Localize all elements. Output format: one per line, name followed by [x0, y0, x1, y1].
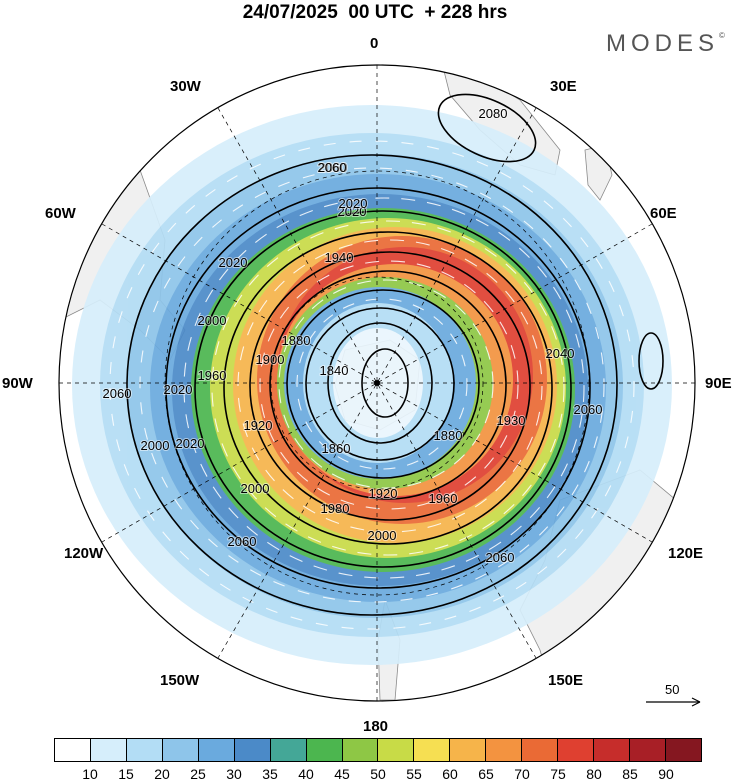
contour-label: 1920: [244, 418, 273, 433]
colorbar-swatch: [55, 739, 91, 761]
colorbar-swatch: [198, 739, 235, 761]
lon-label-60e: 60E: [650, 205, 677, 222]
contour-label: 1920: [369, 486, 398, 501]
colorbar-labels: 10 15 20 25 30 35 40 45 50 55 60 65 70 75 80 85 90: [0, 766, 750, 782]
contour-label: 2020: [339, 196, 368, 211]
lon-label-150w: 150W: [160, 672, 200, 689]
lon-label-60w: 60W: [45, 205, 76, 222]
colorbar-swatch: [162, 739, 199, 761]
contour-label: 2000: [198, 313, 227, 328]
contour-label: 1930: [497, 413, 526, 428]
colorbar-swatch: [558, 739, 595, 761]
colorbar-tick-label: 80: [586, 766, 602, 782]
colorbar-swatch: [342, 739, 379, 761]
colorbar-tick-label: 90: [658, 766, 674, 782]
reference-vector-arrow: [646, 697, 701, 707]
colorbar-swatch: [270, 739, 307, 761]
colorbar-swatch: [234, 739, 271, 761]
colorbar-tick-label: 65: [478, 766, 494, 782]
lon-label-30w: 30W: [170, 78, 201, 95]
colorbar-swatch: [90, 739, 127, 761]
contour-label: 2000: [368, 528, 397, 543]
colorbar-tick-label: 55: [406, 766, 422, 782]
contour-label: 2000: [141, 438, 170, 453]
colorbar-swatch: [522, 739, 559, 761]
contour-label: 1900: [256, 352, 285, 367]
colorbar-swatch: [594, 739, 630, 761]
contour-label: 2020: [219, 255, 248, 270]
colorbar-swatch: [665, 739, 701, 761]
brand-logo: MODES©: [606, 30, 725, 58]
colorbar-tick-label: 15: [118, 766, 134, 782]
contour-label: 2060: [486, 550, 515, 565]
wind-arrows: [109, 140, 635, 630]
pole-marker: [374, 380, 380, 386]
colorbar-swatch: [126, 739, 163, 761]
colorbar-swatch: [378, 739, 415, 761]
contour-label: 2060: [228, 534, 257, 549]
colorbar-swatch: [450, 739, 487, 761]
contour-label: 1980: [321, 501, 350, 516]
lon-label-180: 180: [363, 718, 389, 735]
height-contours: [126, 93, 664, 616]
contour-label: 2000: [241, 481, 270, 496]
colorbar-swatch: [414, 739, 451, 761]
contour-label: 2020: [164, 382, 193, 397]
contour-label: 2060: [103, 386, 132, 401]
contour-label: 1840: [320, 363, 349, 378]
contour-label: 2040: [546, 346, 575, 361]
colorbar-tick-label: 30: [226, 766, 242, 782]
contour-label: 1880: [282, 333, 311, 348]
contour-label: 1940: [325, 250, 354, 265]
contour-label: 2080: [479, 106, 508, 121]
lon-label-30e: 30E: [550, 78, 577, 95]
copyright-mark: ©: [719, 31, 725, 40]
colorbar-tick-label: 10: [82, 766, 98, 782]
colorbar-swatch: [486, 739, 523, 761]
contour-label: 2020: [338, 204, 367, 219]
lon-label-90w: 90W: [2, 375, 33, 392]
graticule: [59, 65, 695, 701]
wind-speed-shading: [72, 105, 672, 665]
colorbar-tick-label: 45: [334, 766, 350, 782]
contour-label: 1880: [434, 428, 463, 443]
colorbar-tick-label: 25: [190, 766, 206, 782]
lon-label-0: 0: [370, 35, 379, 52]
lon-label-150e: 150E: [548, 672, 584, 689]
colorbar-tick-label: 85: [622, 766, 638, 782]
contour-label: 2060: [319, 160, 348, 175]
contour-label: 2020: [176, 436, 205, 451]
contour-label: 1960: [198, 368, 227, 383]
map-title: 24/07/2025 00 UTC + 228 hrs: [242, 2, 508, 23]
colorbar: [54, 738, 702, 762]
colorbar-tick-label: 60: [442, 766, 458, 782]
brand-name: MODES: [606, 30, 720, 57]
lon-label-120e: 120E: [668, 545, 704, 562]
reference-vector-value: 50: [665, 682, 680, 697]
colorbar-tick-label: 70: [514, 766, 530, 782]
contour-label: 2060: [574, 402, 603, 417]
colorbar-tick-label: 75: [550, 766, 566, 782]
contour-label: 2060: [318, 160, 347, 175]
colorbar-tick-label: 50: [370, 766, 386, 782]
colorbar-swatch: [630, 739, 666, 761]
contour-label: 1960: [429, 491, 458, 506]
contour-label: 1860: [322, 441, 351, 456]
colorbar-tick-label: 20: [154, 766, 170, 782]
contour-labels: 2080 2060 2020 1940 1880 1840 1900 1860 1880 1930…: [102, 105, 604, 566]
lon-label-90e: 90E: [705, 375, 732, 392]
colorbar-swatch: [306, 739, 343, 761]
colorbar-tick-label: 35: [262, 766, 278, 782]
colorbar-tick-label: 40: [298, 766, 314, 782]
lon-label-120w: 120W: [64, 545, 104, 562]
map-boundary: [58, 64, 696, 702]
